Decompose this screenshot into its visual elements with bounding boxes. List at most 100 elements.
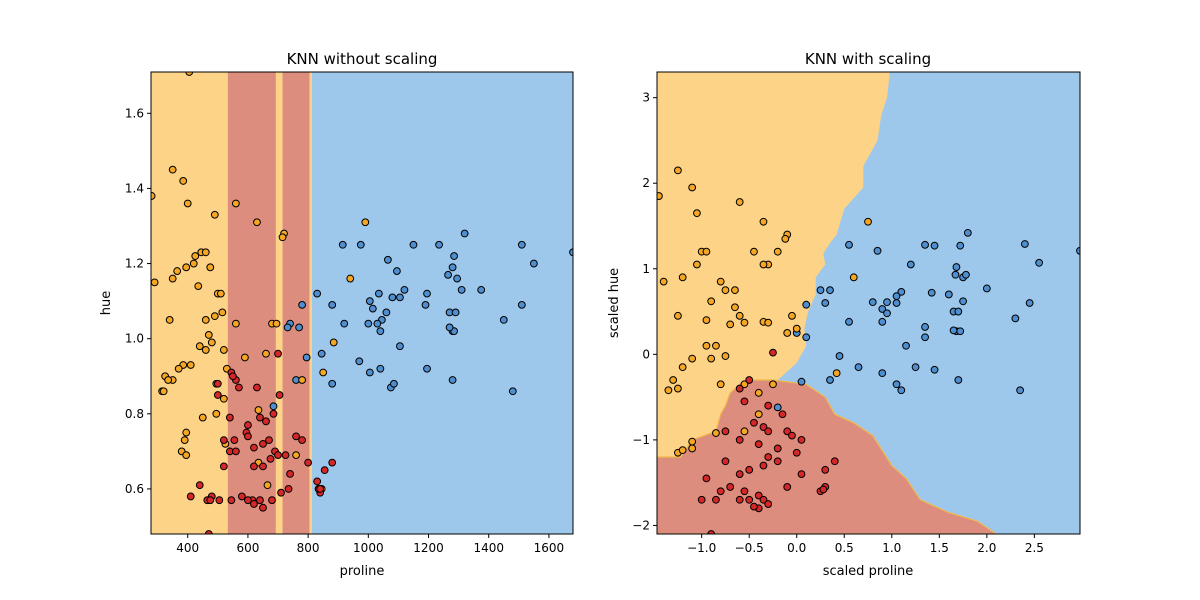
decision-region-class-2	[657, 379, 998, 534]
data-point-class-2	[286, 470, 294, 478]
data-point-class-2	[740, 487, 749, 496]
data-point-class-1	[194, 282, 203, 290]
data-point-class-1	[864, 217, 872, 226]
data-point-class-2	[320, 466, 329, 475]
data-point-class-1	[849, 273, 858, 282]
data-point-class-2	[745, 465, 754, 474]
data-point-class-0	[448, 376, 457, 384]
data-point-class-0	[954, 376, 963, 384]
data-point-class-0	[499, 316, 508, 324]
data-point-class-0	[376, 364, 385, 373]
y-tick-label: 1	[642, 262, 650, 276]
data-point-class-0	[1011, 314, 1020, 323]
data-point-class-1	[168, 165, 177, 174]
data-point-class-1	[189, 259, 198, 268]
data-point-class-0	[963, 228, 972, 237]
decision-region-class-1	[151, 72, 228, 534]
data-point-class-0	[460, 229, 469, 238]
data-point-class-1	[159, 387, 168, 396]
data-point-class-2	[238, 492, 246, 501]
data-point-class-1	[750, 247, 758, 256]
data-point-class-1	[319, 368, 328, 377]
data-point-class-1	[769, 380, 777, 389]
data-point-class-2	[328, 458, 337, 467]
data-point-class-1	[707, 354, 716, 363]
data-point-class-1	[179, 177, 188, 185]
data-point-class-0	[400, 285, 409, 294]
data-point-class-2	[215, 496, 224, 505]
data-point-class-1	[361, 218, 370, 227]
data-point-class-0	[921, 333, 929, 342]
data-point-class-0	[448, 263, 457, 272]
data-point-class-1	[792, 324, 801, 333]
data-point-class-0	[883, 298, 891, 307]
data-point-class-2	[773, 444, 782, 453]
data-point-class-0	[382, 308, 391, 317]
data-point-class-0	[826, 376, 834, 384]
data-point-class-2	[274, 349, 282, 358]
data-point-class-0	[956, 327, 965, 336]
data-point-class-1	[165, 316, 174, 324]
data-point-class-2	[712, 495, 720, 504]
data-point-class-0	[921, 240, 929, 249]
data-point-class-2	[745, 376, 754, 384]
y-tick-label: 0.6	[125, 482, 144, 496]
y-tick-label: 2	[642, 176, 650, 190]
data-point-class-0	[911, 363, 920, 372]
data-point-class-1	[186, 361, 195, 369]
data-point-class-2	[759, 495, 768, 504]
data-point-class-2	[754, 491, 763, 500]
data-point-class-0	[821, 299, 830, 307]
data-point-class-2	[234, 383, 243, 392]
data-point-class-2	[726, 483, 735, 491]
data-point-class-0	[951, 270, 960, 279]
data-point-class-0	[921, 323, 929, 331]
data-point-class-1	[783, 329, 792, 337]
data-point-class-1	[191, 252, 200, 260]
data-point-class-0	[365, 297, 374, 306]
data-point-class-1	[201, 346, 210, 354]
data-point-class-1	[219, 394, 228, 403]
x-tick-label: 600	[236, 541, 259, 555]
data-point-class-1	[678, 446, 687, 455]
data-point-class-0	[902, 341, 910, 350]
data-point-class-0	[295, 323, 303, 332]
data-point-class-0	[340, 319, 349, 328]
data-point-class-1	[712, 429, 720, 437]
data-point-class-1	[180, 436, 189, 444]
data-point-class-2	[277, 488, 285, 497]
data-point-class-2	[788, 431, 796, 440]
data-point-class-2	[797, 435, 806, 444]
data-point-class-0	[949, 326, 958, 335]
data-point-class-2	[244, 421, 252, 429]
data-point-class-2	[783, 427, 792, 436]
decision-region-class-1	[309, 72, 312, 534]
data-point-class-1	[204, 331, 213, 339]
data-point-class-1	[212, 409, 221, 418]
data-point-class-0	[845, 317, 853, 326]
data-point-class-2	[292, 432, 300, 441]
data-point-class-1	[788, 311, 796, 320]
data-point-class-0	[517, 240, 526, 249]
data-point-class-0	[845, 240, 853, 249]
data-point-class-0	[878, 369, 887, 378]
data-point-class-0	[982, 284, 991, 293]
data-point-class-1	[210, 312, 219, 321]
data-point-class-0	[373, 319, 382, 328]
data-point-class-2	[745, 495, 754, 504]
data-point-class-1	[702, 341, 711, 350]
data-point-class-0	[802, 300, 811, 309]
data-point-class-0	[883, 309, 891, 318]
data-point-class-0	[773, 403, 782, 412]
data-point-class-1	[262, 349, 270, 358]
data-point-class-0	[930, 365, 939, 374]
data-point-class-1	[292, 451, 300, 460]
data-point-class-0	[298, 300, 307, 309]
y-axis-label: scaled hue	[607, 268, 622, 338]
data-point-class-0	[892, 380, 901, 389]
data-point-class-1	[678, 363, 687, 372]
data-point-class-0	[313, 289, 322, 298]
data-point-class-0	[826, 286, 834, 295]
data-point-class-2	[274, 451, 282, 460]
data-point-class-2	[764, 500, 773, 508]
